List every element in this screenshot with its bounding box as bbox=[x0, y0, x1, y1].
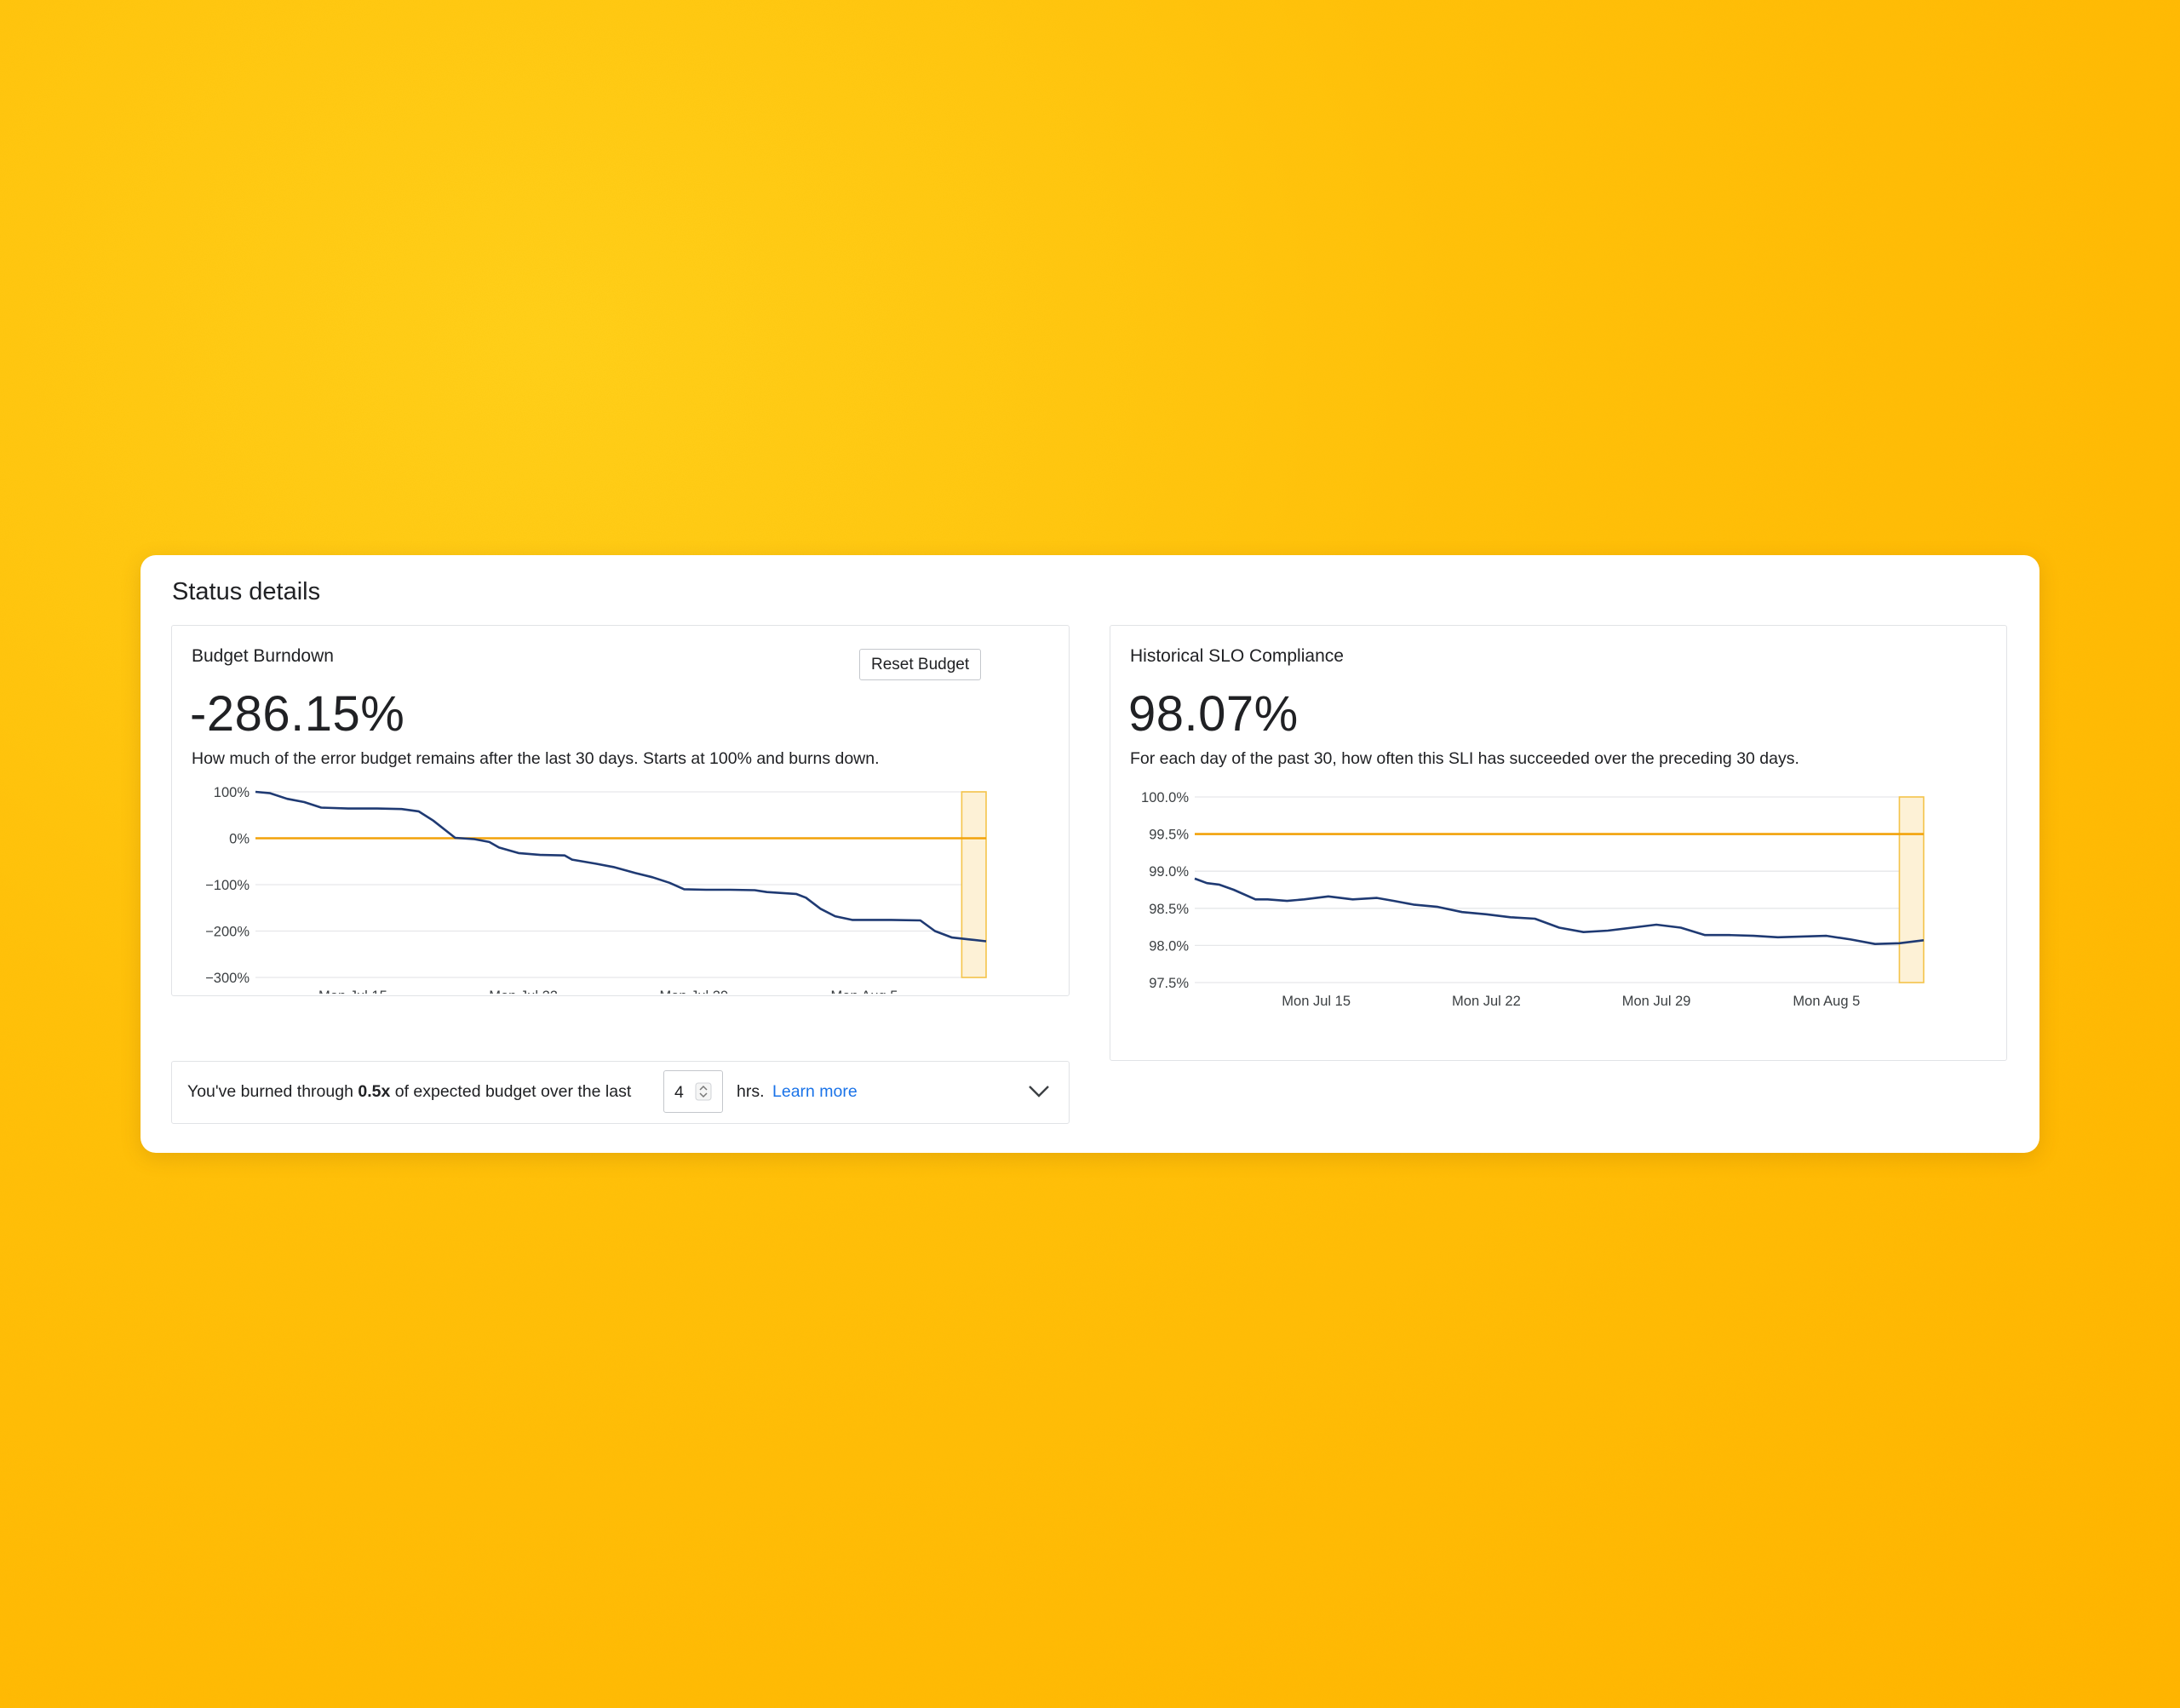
budget-burndown-chart: 100% 0% −100% −200% −300% Mon Jul 15 Mon Jul 2… bbox=[205, 785, 987, 994]
x-tick-label: Mon Jul 22 bbox=[489, 989, 558, 994]
budget-burndown-description: How much of the error budget remains aft… bbox=[192, 749, 880, 768]
reset-budget-button[interactable]: Reset Budget bbox=[859, 649, 982, 680]
y-tick-label: 99.5% bbox=[1149, 828, 1189, 843]
status-details-card: Status details Budget Burndown Reset Bud… bbox=[141, 555, 2039, 1153]
historical-compliance-panel: Historical SLO Compliance 98.07% For eac… bbox=[1110, 625, 2007, 1061]
y-tick-label: 97.5% bbox=[1149, 976, 1189, 991]
y-tick-label: 100% bbox=[214, 785, 250, 800]
page-title: Status details bbox=[172, 578, 321, 605]
burn-rate-footer: You've burned through 0.5x of expected b… bbox=[171, 1061, 1070, 1124]
burn-rate-multiplier: 0.5x bbox=[358, 1082, 391, 1101]
budget-burndown-panel: Budget Burndown Reset Budget -286.15% Ho… bbox=[171, 625, 1070, 996]
y-tick-label: −100% bbox=[205, 878, 250, 893]
x-tick-label: Mon Aug 5 bbox=[831, 989, 898, 994]
y-tick-label: −200% bbox=[205, 925, 250, 940]
x-tick-label: Mon Jul 29 bbox=[1622, 994, 1691, 1009]
historical-compliance-title: Historical SLO Compliance bbox=[1130, 646, 1344, 666]
highlight-window bbox=[1898, 796, 1925, 983]
burn-rate-suffix: of expected budget over the last bbox=[394, 1082, 632, 1101]
compliance-value: 98.07% bbox=[1128, 686, 1299, 742]
hours-stepper[interactable]: 4 bbox=[663, 1070, 723, 1113]
x-tick-label: Mon Aug 5 bbox=[1793, 994, 1860, 1009]
y-tick-label: −300% bbox=[205, 971, 250, 986]
spinner-arrows-icon[interactable] bbox=[695, 1082, 712, 1101]
budget-remaining-value: -286.15% bbox=[190, 686, 405, 742]
series-line bbox=[255, 790, 987, 943]
x-tick-label: Mon Jul 29 bbox=[659, 989, 728, 994]
highlight-window bbox=[961, 791, 987, 978]
x-tick-label: Mon Jul 22 bbox=[1452, 994, 1521, 1009]
burn-rate-text: You've burned through 0.5x of expected b… bbox=[187, 1082, 631, 1102]
budget-burndown-title: Budget Burndown bbox=[192, 646, 334, 666]
hours-unit-label: hrs. bbox=[737, 1082, 765, 1101]
x-tick-label: Mon Jul 15 bbox=[1282, 994, 1351, 1009]
x-tick-label: Mon Jul 15 bbox=[318, 989, 387, 994]
historical-compliance-chart: 100.0% 99.5% 99.0% 98.5% 98.0% 97.5% Mon Jul 1… bbox=[1141, 790, 1925, 1009]
historical-compliance-description: For each day of the past 30, how often t… bbox=[1130, 749, 1799, 768]
y-tick-label: 99.0% bbox=[1149, 864, 1189, 880]
series-line bbox=[1194, 877, 1925, 945]
hours-stepper-value[interactable]: 4 bbox=[674, 1083, 684, 1102]
y-tick-label: 0% bbox=[229, 832, 250, 847]
y-tick-label: 98.5% bbox=[1149, 902, 1189, 917]
chevron-down-icon[interactable] bbox=[1027, 1082, 1051, 1099]
learn-more-link[interactable]: Learn more bbox=[772, 1082, 858, 1101]
burn-rate-prefix: You've burned through bbox=[187, 1082, 353, 1101]
y-tick-label: 100.0% bbox=[1141, 790, 1189, 805]
y-tick-label: 98.0% bbox=[1149, 938, 1189, 954]
